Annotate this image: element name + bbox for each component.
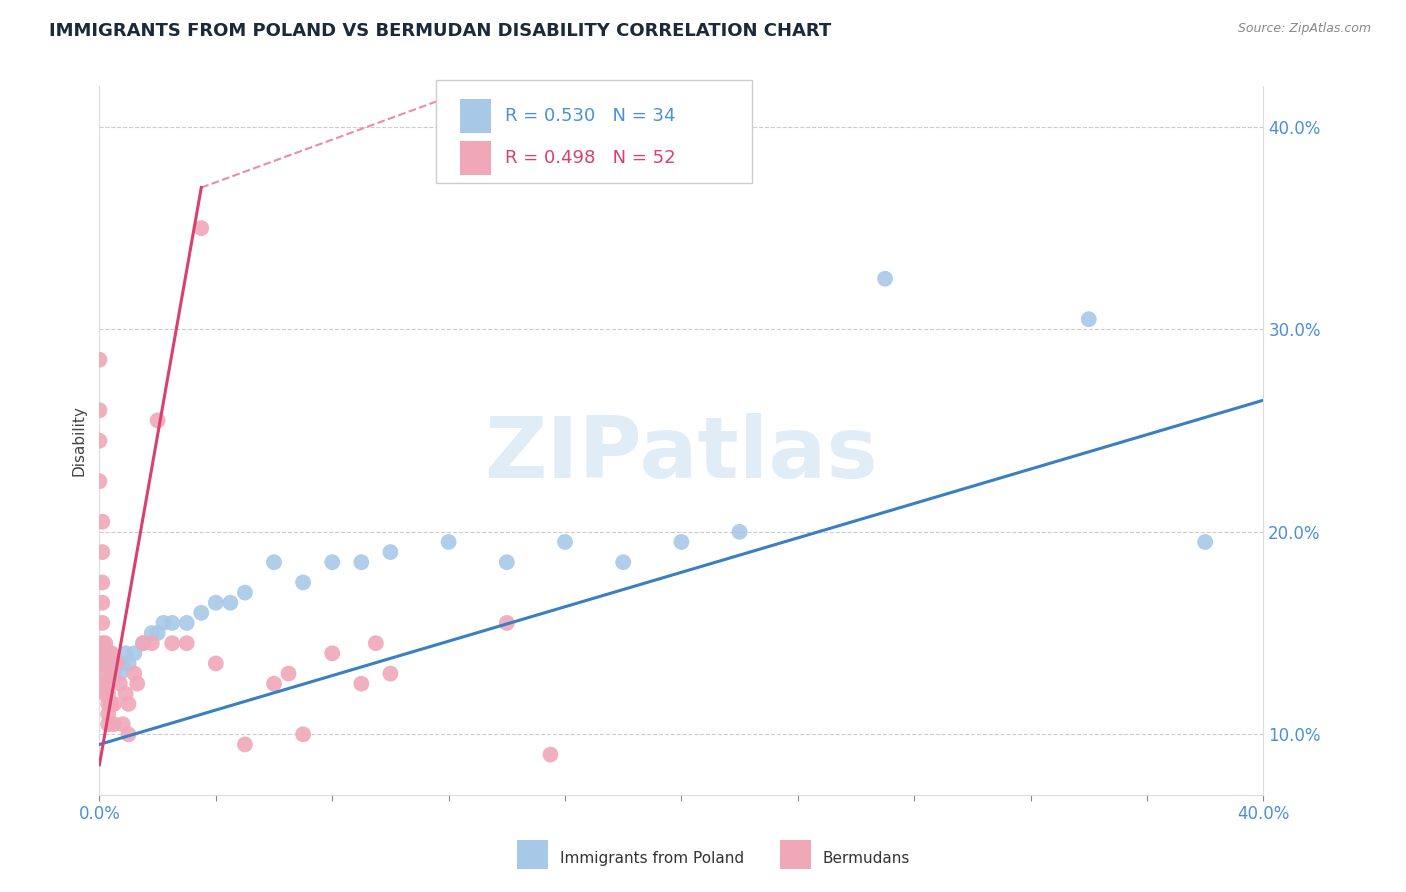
Point (538, 747, 561, 762)
Point (117, 657, 139, 671)
Point (108, 666, 131, 681)
Point (100, 646, 122, 660)
Point (380, 545, 402, 559)
Point (127, 676, 149, 690)
Point (671, 535, 693, 549)
Point (124, 646, 146, 660)
Text: R = 0.498   N = 52: R = 0.498 N = 52 (505, 149, 675, 167)
Point (437, 535, 460, 549)
Point (94, 676, 117, 690)
Point (873, 271, 896, 285)
Point (108, 676, 131, 690)
Point (91, 545, 114, 559)
Point (94, 636, 117, 650)
Point (91, 615, 114, 630)
Point (91, 596, 114, 610)
Point (219, 596, 242, 610)
Text: R = 0.530   N = 34: R = 0.530 N = 34 (505, 107, 675, 125)
Point (321, 555, 343, 569)
Point (105, 657, 128, 671)
Point (205, 596, 228, 610)
Point (100, 697, 122, 711)
Point (364, 636, 387, 650)
Point (111, 717, 134, 731)
Point (612, 555, 634, 569)
Point (91, 636, 114, 650)
Point (141, 636, 163, 650)
Point (111, 657, 134, 671)
Point (495, 555, 517, 569)
Point (495, 615, 517, 630)
Text: ZIPatlas: ZIPatlas (485, 413, 879, 496)
Point (321, 646, 343, 660)
Point (105, 657, 128, 671)
Point (277, 666, 299, 681)
Point (89, 352, 111, 367)
Point (190, 221, 212, 235)
Point (263, 676, 285, 690)
Point (350, 555, 373, 569)
Point (132, 636, 155, 650)
Point (94, 657, 117, 671)
Point (233, 738, 256, 752)
Point (146, 626, 169, 640)
Point (1194, 535, 1216, 549)
Point (94, 687, 117, 701)
Point (103, 697, 125, 711)
Point (89, 474, 111, 488)
Point (97, 717, 120, 731)
Point (91, 515, 114, 529)
Point (97, 697, 120, 711)
Point (146, 413, 169, 427)
Point (141, 626, 163, 640)
Point (114, 646, 136, 660)
Point (100, 666, 122, 681)
Point (292, 727, 315, 741)
Point (152, 615, 174, 630)
Point (160, 615, 183, 630)
Point (190, 606, 212, 620)
Point (380, 666, 402, 681)
Point (160, 636, 183, 650)
Point (292, 575, 315, 590)
Text: Immigrants from Poland: Immigrants from Poland (560, 851, 744, 865)
Point (97, 676, 120, 690)
Point (91, 575, 114, 590)
Point (100, 646, 122, 660)
Point (97, 707, 120, 722)
Point (94, 646, 117, 660)
Y-axis label: Disability: Disability (72, 405, 86, 476)
Point (728, 524, 751, 539)
Point (554, 535, 576, 549)
Point (176, 615, 198, 630)
Point (233, 585, 256, 599)
Point (117, 727, 139, 741)
Point (91, 657, 114, 671)
Point (97, 657, 120, 671)
Point (89, 403, 111, 417)
Point (94, 666, 117, 681)
Text: Bermudans: Bermudans (823, 851, 910, 865)
Point (263, 555, 285, 569)
Text: Source: ZipAtlas.com: Source: ZipAtlas.com (1237, 22, 1371, 36)
Point (205, 657, 228, 671)
Point (97, 687, 120, 701)
Point (124, 666, 146, 681)
Point (1077, 312, 1099, 326)
Text: IMMIGRANTS FROM POLAND VS BERMUDAN DISABILITY CORRELATION CHART: IMMIGRANTS FROM POLAND VS BERMUDAN DISAB… (49, 22, 831, 40)
Point (89, 434, 111, 448)
Point (132, 636, 155, 650)
Point (114, 687, 136, 701)
Point (103, 666, 125, 681)
Point (91, 646, 114, 660)
Point (103, 717, 125, 731)
Point (350, 676, 373, 690)
Point (117, 697, 139, 711)
Point (176, 636, 198, 650)
